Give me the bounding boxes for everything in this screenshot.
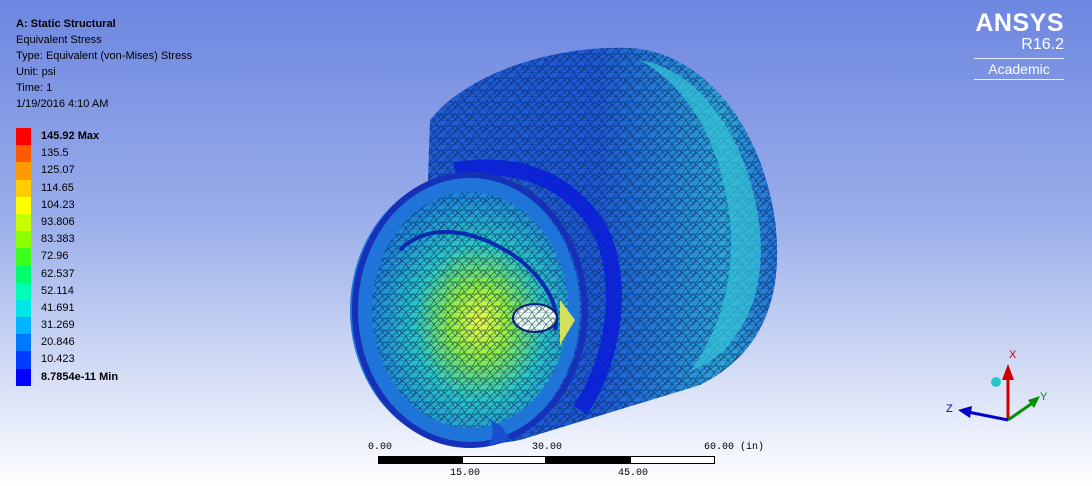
triad-z-label: Z	[946, 403, 953, 415]
legend-label: 125.07	[41, 164, 75, 177]
coordinate-triad	[958, 364, 1040, 422]
legend-label: 114.65	[41, 181, 74, 194]
result-time: Time: 1	[16, 82, 53, 94]
legend-swatch	[16, 265, 31, 283]
result-type: Type: Equivalent (von-Mises) Stress	[16, 50, 193, 62]
brand-version: R16.2	[1021, 36, 1064, 53]
brand-name: ANSYS	[975, 9, 1064, 37]
legend-label: 135.5	[41, 147, 69, 160]
scale-label: 45.00	[618, 468, 649, 479]
legend-label: 72.96	[41, 250, 69, 263]
analysis-title: A: Static Structural	[16, 18, 116, 30]
legend-swatch	[16, 196, 31, 214]
legend-label: 145.92 Max	[41, 130, 100, 142]
triad-x-label: X	[1009, 349, 1017, 361]
scale-segment	[378, 456, 462, 464]
legend-label: 41.691	[41, 301, 75, 314]
legend-swatch	[16, 145, 31, 163]
scale-label: 15.00	[450, 468, 481, 479]
legend-swatch	[16, 248, 31, 266]
legend-label: 20.846	[41, 336, 75, 349]
legend-label: 104.23	[41, 198, 75, 211]
scale-label: 30.00	[532, 442, 563, 453]
legend-swatch	[16, 128, 31, 146]
legend-label: 8.7854e-11 Min	[41, 370, 119, 383]
legend-label: 10.423	[41, 353, 75, 366]
legend-swatch	[16, 162, 31, 180]
legend-label: 62.537	[41, 267, 75, 280]
scale-bar: 0.00 30.00 60.00 (in) 15.00 45.00	[368, 440, 768, 480]
result-unit: Unit: psi	[16, 66, 56, 78]
legend-swatch	[16, 317, 31, 335]
legend-swatch	[16, 231, 31, 249]
legend-swatch	[16, 368, 31, 386]
scale-label: 60.00 (in)	[704, 442, 765, 453]
brand-edition: Academic	[974, 58, 1064, 80]
open-end-face	[350, 172, 588, 448]
scale-segment	[630, 456, 715, 464]
legend-swatch	[16, 282, 31, 300]
result-info: A: Static Structural Equivalent Stress T…	[16, 16, 192, 112]
legend-swatch	[16, 351, 31, 369]
legend-swatch	[16, 334, 31, 352]
scale-segment	[546, 456, 630, 464]
legend-label: 31.269	[41, 319, 75, 332]
ansys-logo: ANSYS R16.2 Academic	[974, 10, 1064, 80]
legend-label: 93.806	[41, 215, 75, 228]
scale-label: 0.00	[368, 442, 393, 453]
legend-label: 83.383	[41, 233, 75, 246]
legend-swatch	[16, 213, 31, 232]
result-date: 1/19/2016 4:10 AM	[16, 98, 109, 110]
scale-segment	[462, 456, 546, 464]
legend-swatch	[16, 179, 31, 197]
legend-swatch	[16, 299, 31, 318]
triad-y-label: Y	[1040, 391, 1048, 403]
result-name: Equivalent Stress	[16, 34, 102, 46]
legend-label: 52.114	[41, 284, 74, 297]
